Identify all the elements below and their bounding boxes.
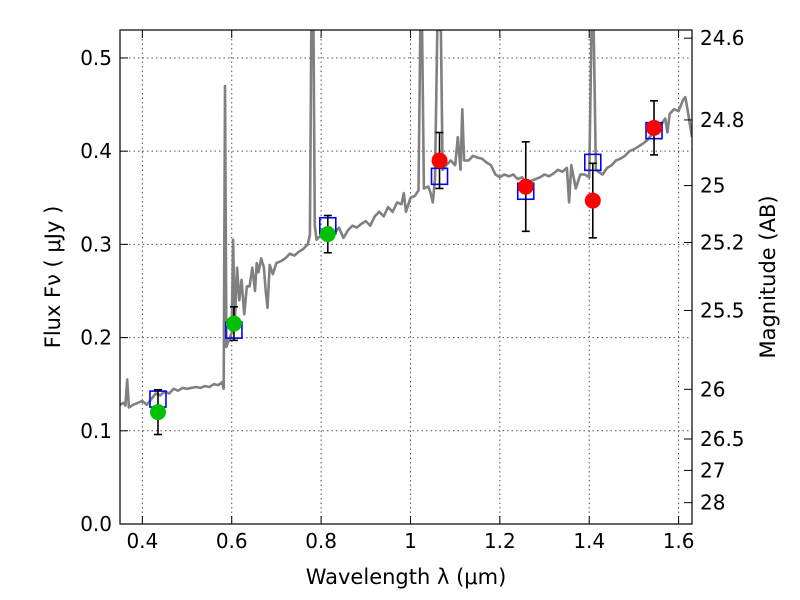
x-tick-label: 1.4 <box>573 529 605 553</box>
x-tick-label: 1.2 <box>484 529 516 553</box>
series-line <box>120 30 692 409</box>
y-tick-label: 0.3 <box>80 232 112 256</box>
plot-frame <box>119 29 693 525</box>
right-tick-label: 25.5 <box>700 298 745 322</box>
series-filled-circle <box>149 214 336 436</box>
y-axis-title: Flux Fν ( μJy ) <box>41 206 65 349</box>
x-tick-label: 0.6 <box>216 529 248 553</box>
right-tick-label: 27 <box>700 458 725 482</box>
observed-flux-point <box>517 178 534 195</box>
grid <box>120 30 692 525</box>
observed-flux-point <box>646 119 663 136</box>
observed-flux-point <box>431 152 448 169</box>
x-tick-label: 1 <box>404 529 417 553</box>
y-tick-label: 0.1 <box>80 419 112 443</box>
x-tick-label: 1.6 <box>663 529 695 553</box>
observed-flux-point <box>149 404 166 421</box>
y-tick-label: 0.2 <box>80 326 112 350</box>
right-tick-label: 26 <box>700 377 725 401</box>
right-axis-title: Magnitude (AB) <box>756 195 780 358</box>
spectrum-line <box>120 30 692 409</box>
y-tick-label: 0.0 <box>80 512 112 536</box>
observed-flux-point <box>225 315 242 332</box>
observed-flux-point <box>584 192 601 209</box>
right-tick-label: 24.8 <box>700 108 745 132</box>
right-tick-label: 26.5 <box>700 427 745 451</box>
right-tick-label: 25 <box>700 174 725 198</box>
y-tick-label: 0.4 <box>80 139 112 163</box>
series-filled-circle <box>431 100 663 239</box>
y-tick-label: 0.5 <box>80 46 112 70</box>
right-tick-label: 24.6 <box>700 26 745 50</box>
x-tick-label: 0.8 <box>305 529 337 553</box>
right-tick-label: 28 <box>700 491 725 515</box>
x-axis-title: Wavelength λ (μm) <box>306 565 507 589</box>
right-tick-label: 25.2 <box>700 231 745 255</box>
observed-flux-point <box>319 226 336 243</box>
x-tick-label: 0.4 <box>126 529 158 553</box>
